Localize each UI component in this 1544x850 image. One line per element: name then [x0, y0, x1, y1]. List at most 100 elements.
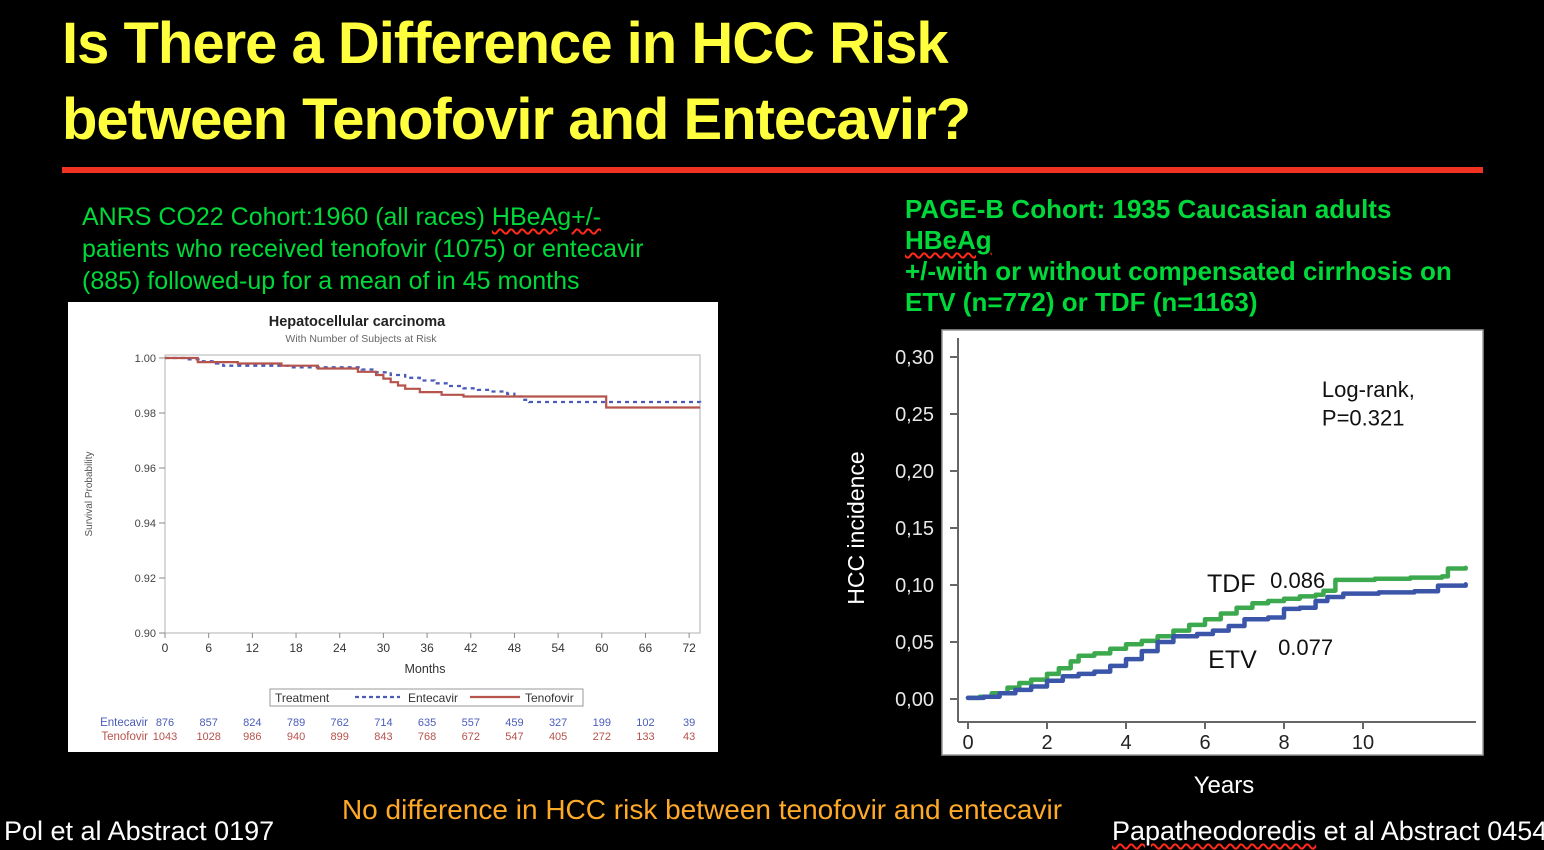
x-tick-label: 72: [682, 641, 696, 655]
legend: Treatment Entecavir Tenofovir: [269, 688, 584, 707]
pageb-cohort-description: PAGE-B Cohort: 1935 Caucasian adults HBe…: [905, 194, 1485, 318]
y-tick-label: 0,15: [895, 518, 934, 540]
risk-value: 762: [331, 717, 349, 729]
annotation-etv: ETV: [1208, 646, 1257, 674]
risk-value: 789: [287, 717, 305, 729]
x-tick-label: 10: [1352, 732, 1374, 754]
annotation-0-086: 0.086: [1270, 568, 1325, 593]
risk-value: 940: [287, 731, 305, 743]
pageb-text: PAGE-B Cohort: 1935 Caucasian adults: [905, 194, 1392, 224]
risk-row-label: Entecavir: [100, 717, 148, 729]
y-tick-label: 0,00: [895, 689, 934, 711]
annotation-p-0-321: P=0.321: [1322, 405, 1405, 430]
y-axis-label: Survival Probability: [84, 451, 95, 536]
tdf-curve: [965, 565, 1468, 701]
y-tick-label: 0,20: [895, 461, 934, 483]
citation-right-rest: et al Abstract 0454: [1316, 816, 1544, 846]
y-tick-label: 0,05: [895, 632, 934, 654]
x-tick-label: 66: [639, 641, 653, 655]
axes: 0,00 0,05 0,10 0,15 0,20 0,25 0,30 0 2 4 6 8 10: [895, 338, 1476, 754]
page-title: Is There a Difference in HCC Risk between…: [62, 6, 971, 158]
x-tick-label: 60: [595, 641, 609, 655]
citation-right-misspelled-name: Papatheodoredis: [1112, 816, 1317, 846]
chart-background: [68, 302, 718, 752]
risk-value: 635: [418, 717, 436, 729]
x-tick-label: 48: [508, 641, 522, 655]
km-survival-chart: Hepatocellular carcinoma With Number of S…: [68, 302, 718, 752]
y-tick-label: 0.94: [135, 518, 156, 530]
pageb-text-line2: +/-with or without compensated cirrhosis…: [905, 256, 1452, 286]
y-tick-label: 0,10: [895, 575, 934, 597]
hcc-incidence-chart-panel: 0,00 0,05 0,10 0,15 0,20 0,25 0,30 0 2 4 6 8 10 Log-r…: [880, 318, 1492, 770]
anrs-cohort-description: ANRS CO22 Cohort:1960 (all races) HBeAg+…: [82, 201, 762, 297]
risk-value: 459: [505, 717, 523, 729]
risk-value: 672: [462, 731, 480, 743]
risk-value: 547: [505, 731, 523, 743]
risk-value: 843: [374, 731, 392, 743]
pageb-text-line3: ETV (n=772) or TDF (n=1163): [905, 287, 1258, 317]
anrs-text-line2: patients who received tenofovir (1075) o…: [82, 235, 644, 263]
x-tick-label: 12: [246, 641, 260, 655]
chart-subtitle: With Number of Subjects at Risk: [285, 333, 437, 345]
legend-title: Treatment: [275, 691, 330, 705]
risk-value: 272: [593, 731, 611, 743]
anrs-text-line3: (885) followed-up for a mean of in 45 mo…: [82, 267, 580, 295]
tenofovir-curve: [165, 356, 701, 409]
title-line-1: Is There a Difference in HCC Risk: [62, 11, 949, 76]
anrs-text: ANRS CO22 Cohort:1960 (all races): [82, 203, 492, 231]
x-tick-label: 36: [420, 641, 434, 655]
anrs-misspelled-word: HBeAg+/-: [491, 203, 601, 231]
citation-right: Papatheodoredis et al Abstract 0454: [1112, 816, 1544, 847]
x-tick-label: 8: [1278, 732, 1289, 754]
y-tick-label: 1.00: [135, 353, 156, 365]
x-tick-label: 30: [377, 641, 391, 655]
risk-value: 43: [683, 731, 695, 743]
risk-value: 714: [374, 717, 392, 729]
risk-value: 405: [549, 731, 567, 743]
risk-value: 768: [418, 731, 436, 743]
risk-value: 39: [683, 717, 695, 729]
legend-entry-entecavir: Entecavir: [408, 691, 458, 705]
risk-row-label: Tenofovir: [101, 731, 148, 743]
legend-entry-tenofovir: Tenofovir: [525, 691, 574, 705]
x-tick-label: 2: [1041, 732, 1052, 754]
risk-value: 824: [243, 717, 261, 729]
y-tick-label: 0,25: [895, 404, 934, 426]
y-tick-label: 0.96: [135, 463, 156, 475]
risk-table: Entecavir 876 857 824 789 762 714 635 557 459 327 1…: [100, 717, 695, 743]
y-tick-label: 0.92: [135, 573, 156, 585]
annotation-tdf: TDF: [1207, 570, 1256, 598]
title-divider: [62, 167, 1483, 173]
axes: 1.00 0.98 0.96 0.94 0.92 0.90 0 6 12 18 24 30 36 42 48…: [135, 353, 697, 655]
risk-value: 857: [200, 717, 218, 729]
x-axis-label-years: Years: [1193, 772, 1255, 799]
risk-value: 876: [156, 717, 174, 729]
risk-value: 557: [462, 717, 480, 729]
risk-value: 133: [636, 731, 654, 743]
risk-value: 102: [636, 717, 654, 729]
risk-value: 1043: [153, 731, 177, 743]
entecavir-curve: [165, 356, 702, 404]
pageb-misspelled-word: HBeAg: [905, 225, 992, 255]
x-tick-label: 42: [464, 641, 478, 655]
risk-value: 1028: [196, 731, 220, 743]
hcc-incidence-chart: 0,00 0,05 0,10 0,15 0,20 0,25 0,30 0 2 4 6 8 10 Log-r…: [895, 329, 1484, 756]
x-tick-label: 54: [551, 641, 565, 655]
x-tick-label: 4: [1120, 732, 1131, 754]
conclusion-text: No difference in HCC risk between tenofo…: [341, 794, 1063, 825]
risk-value: 199: [593, 717, 611, 729]
km-survival-chart-panel: Hepatocellular carcinoma With Number of S…: [68, 302, 718, 752]
x-tick-label: 18: [289, 641, 303, 655]
y-tick-label: 0,30: [895, 347, 934, 369]
y-axis-label-hcc-incidence: HCC incidence: [843, 451, 869, 605]
citation-left: Pol et al Abstract 0197: [4, 816, 275, 846]
y-tick-label: 0.98: [135, 408, 156, 420]
x-tick-label: 0: [962, 732, 973, 754]
x-tick-label: 6: [205, 641, 212, 655]
risk-value: 986: [243, 731, 261, 743]
x-tick-label: 0: [162, 641, 169, 655]
title-line-2: between Tenofovir and Entecavir?: [62, 87, 971, 152]
etv-curve: [965, 582, 1468, 701]
risk-value: 899: [331, 731, 349, 743]
